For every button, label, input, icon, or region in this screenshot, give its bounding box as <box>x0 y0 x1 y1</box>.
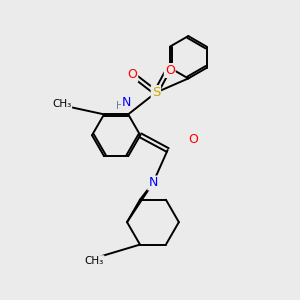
Text: S: S <box>152 86 160 99</box>
Text: CH₃: CH₃ <box>52 99 71 110</box>
Text: O: O <box>188 133 198 146</box>
Text: O: O <box>165 64 175 77</box>
Text: N: N <box>122 95 131 109</box>
Text: CH₃: CH₃ <box>84 256 104 266</box>
Text: H: H <box>116 101 124 111</box>
Text: N: N <box>148 176 158 190</box>
Text: O: O <box>128 68 137 81</box>
